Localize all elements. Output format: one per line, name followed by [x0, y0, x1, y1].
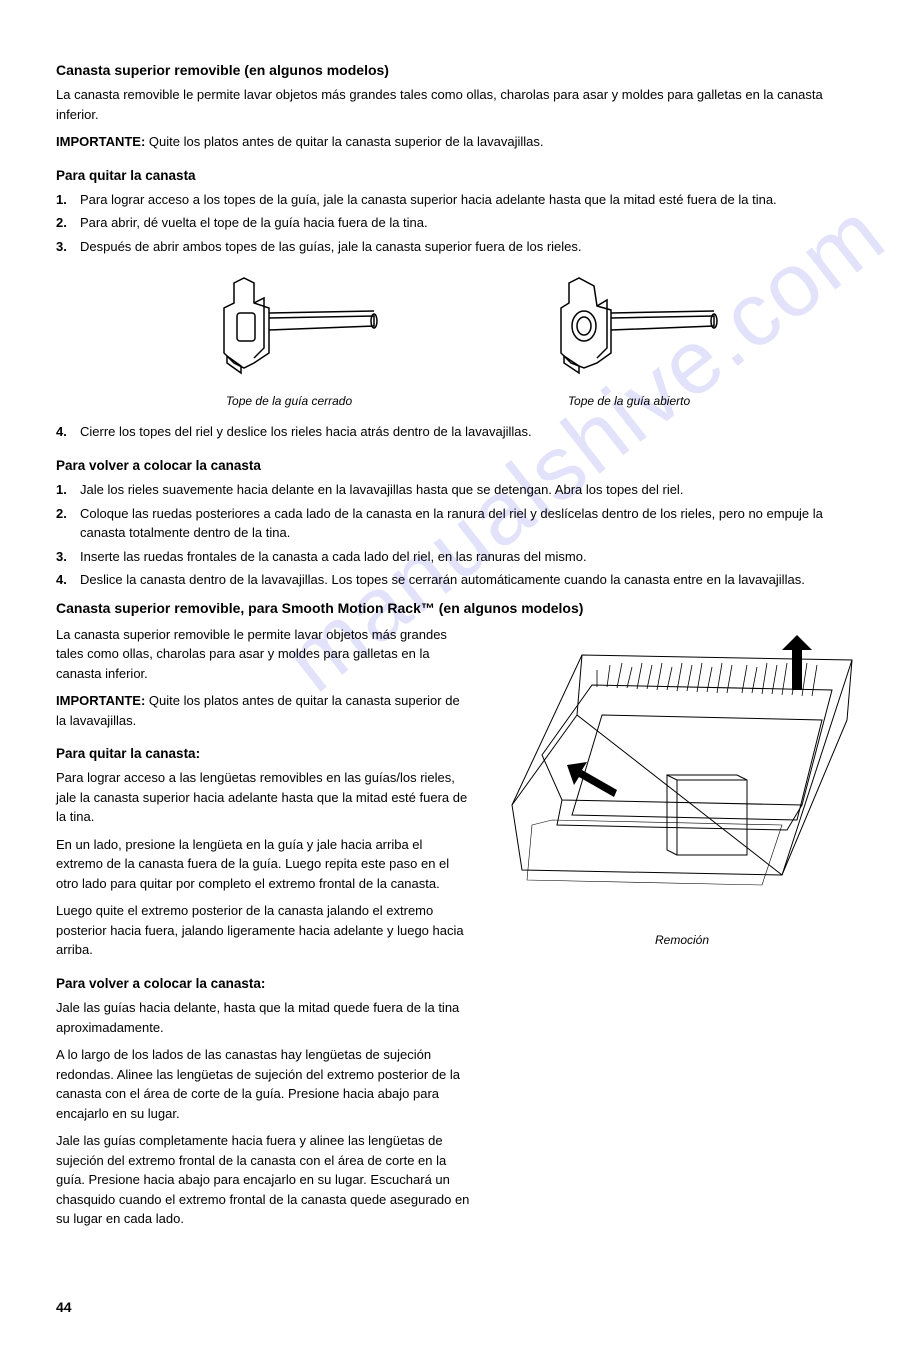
section1-title: Canasta superior removible (en algunos m…	[56, 60, 862, 81]
rack-removal-diagram-icon	[502, 625, 862, 925]
rail-stop-closed-icon	[199, 268, 379, 388]
caption-closed: Tope de la guía cerrado	[199, 392, 379, 410]
list-item: 2.Coloque las ruedas posteriores a cada …	[56, 504, 862, 543]
list-item: 4.Cierre los topes del riel y deslice lo…	[56, 422, 862, 442]
step-number: 2.	[56, 504, 80, 543]
list-item: 4.Deslice la canasta dentro de la lavava…	[56, 570, 862, 590]
section2-replace-title: Para volver a colocar la canasta:	[56, 974, 472, 994]
figure-closed: Tope de la guía cerrado	[199, 268, 379, 410]
section2-replace-p2: A lo largo de los lados de las canastas …	[56, 1045, 472, 1123]
section2-remove-title: Para quitar la canasta:	[56, 744, 472, 764]
step-text: Jale los rieles suavemente hacia delante…	[80, 480, 862, 500]
step-number: 1.	[56, 190, 80, 210]
section2-remove-p2: En un lado, presione la lengüeta en la g…	[56, 835, 472, 894]
step-text: Inserte las ruedas frontales de la canas…	[80, 547, 862, 567]
step-number: 2.	[56, 213, 80, 233]
step-text: Coloque las ruedas posteriores a cada la…	[80, 504, 862, 543]
step-number: 1.	[56, 480, 80, 500]
figure-row: Tope de la guía cerrado Tope de la guía …	[56, 268, 862, 410]
section2-replace-p3: Jale las guías completamente hacia fuera…	[56, 1131, 472, 1229]
two-column-layout: La canasta superior removible le permite…	[56, 625, 862, 1237]
step-number: 3.	[56, 237, 80, 257]
section1-important: IMPORTANTE: Quite los platos antes de qu…	[56, 132, 862, 152]
section2-intro: La canasta superior removible le permite…	[56, 625, 472, 684]
step-text: Cierre los topes del riel y deslice los …	[80, 422, 862, 442]
replace-title: Para volver a colocar la canasta	[56, 456, 862, 476]
step-text: Deslice la canasta dentro de la lavavaji…	[80, 570, 862, 590]
section2-important: IMPORTANTE: Quite los platos antes de qu…	[56, 691, 472, 730]
rail-stop-open-icon	[539, 268, 719, 388]
section2-remove-p3: Luego quite el extremo posterior de la c…	[56, 901, 472, 960]
caption-open: Tope de la guía abierto	[539, 392, 719, 410]
remove-step4: 4.Cierre los topes del riel y deslice lo…	[56, 422, 862, 442]
section2-remove-p1: Para lograr acceso a las lengüetas remov…	[56, 768, 472, 827]
section1-intro: La canasta removible le permite lavar ob…	[56, 85, 862, 124]
step-text: Después de abrir ambos topes de las guía…	[80, 237, 862, 257]
page-number: 44	[56, 1297, 862, 1318]
list-item: 1.Jale los rieles suavemente hacia delan…	[56, 480, 862, 500]
remove-steps: 1.Para lograr acceso a los topes de la g…	[56, 190, 862, 257]
important-text: Quite los platos antes de quitar la cana…	[145, 134, 543, 149]
section2-replace-p1: Jale las guías hacia delante, hasta que …	[56, 998, 472, 1037]
right-column: Remoción	[502, 625, 862, 1237]
step-number: 4.	[56, 422, 80, 442]
replace-steps: 1.Jale los rieles suavemente hacia delan…	[56, 480, 862, 590]
step-number: 3.	[56, 547, 80, 567]
step-number: 4.	[56, 570, 80, 590]
step-text: Para abrir, dé vuelta el tope de la guía…	[80, 213, 862, 233]
step-text: Para lograr acceso a los topes de la guí…	[80, 190, 862, 210]
page-content: Canasta superior removible (en algunos m…	[56, 60, 862, 1318]
remove-title: Para quitar la canasta	[56, 166, 862, 186]
list-item: 1.Para lograr acceso a los topes de la g…	[56, 190, 862, 210]
list-item: 2.Para abrir, dé vuelta el tope de la gu…	[56, 213, 862, 233]
important-label: IMPORTANTE:	[56, 134, 145, 149]
list-item: 3.Inserte las ruedas frontales de la can…	[56, 547, 862, 567]
figure-open: Tope de la guía abierto	[539, 268, 719, 410]
caption-removal: Remoción	[502, 931, 862, 949]
important-label: IMPORTANTE:	[56, 693, 145, 708]
list-item: 3.Después de abrir ambos topes de las gu…	[56, 237, 862, 257]
left-column: La canasta superior removible le permite…	[56, 625, 472, 1237]
section2-title: Canasta superior removible, para Smooth …	[56, 598, 862, 619]
